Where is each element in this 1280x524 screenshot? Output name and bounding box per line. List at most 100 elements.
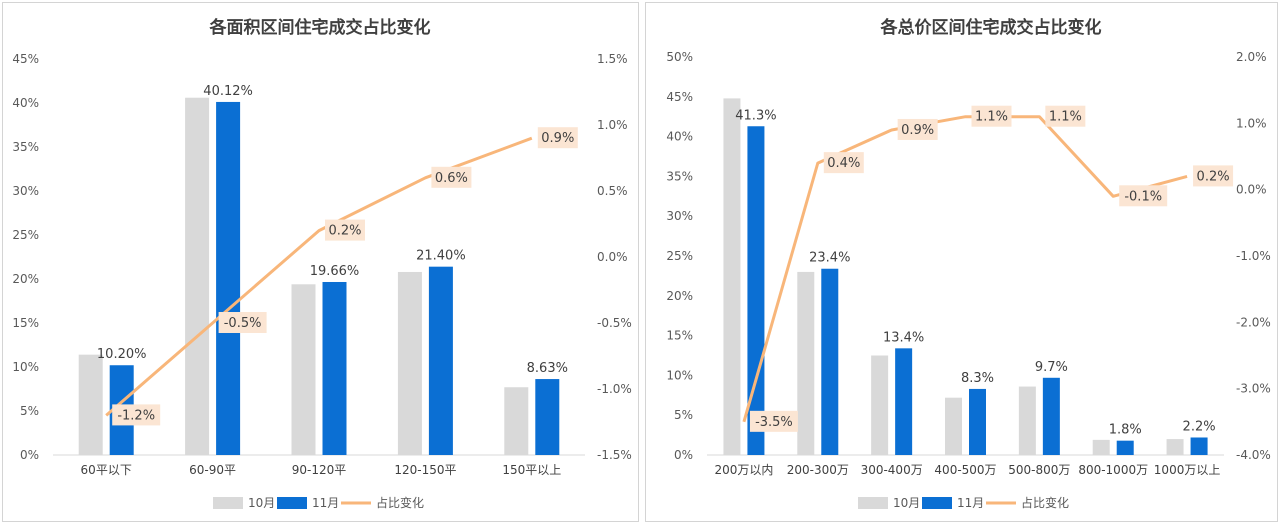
legend-label-nov: 11月 — [312, 496, 339, 510]
y2-tick-label: -0.5% — [597, 316, 632, 330]
y2-tick-label: -4.0% — [1236, 448, 1271, 462]
line-label-box — [431, 166, 472, 188]
bar-nov — [969, 388, 986, 455]
x-category-label: 200万以内 — [714, 463, 773, 477]
x-category-label: 800-1000万 — [1078, 463, 1148, 477]
bar-data-label: 19.66% — [310, 264, 360, 279]
bar-oct — [797, 271, 815, 455]
x-category-label: 90-120平 — [292, 463, 347, 477]
y2-tick-label: 0.0% — [1236, 183, 1267, 197]
bar-data-label: 13.4% — [883, 330, 924, 345]
bar-oct — [945, 397, 962, 455]
y-tick-label: 20% — [666, 289, 693, 303]
bar-data-label: 2.2% — [1183, 419, 1216, 434]
bar-oct — [1092, 439, 1110, 455]
bar-nov — [428, 266, 453, 455]
legend-swatch-nov — [922, 497, 952, 509]
legend-label-change: 占比变化 — [376, 495, 424, 510]
bar-data-label: 10.20% — [97, 347, 147, 362]
y-tick-label: 5% — [20, 404, 39, 418]
y-tick-label: 20% — [12, 272, 39, 286]
line-data-label: 0.9% — [901, 123, 934, 138]
y-tick-label: 50% — [666, 50, 693, 64]
bar-nov — [821, 268, 839, 455]
line-data-label: -1.2% — [117, 408, 155, 423]
y-tick-label: 10% — [12, 360, 39, 374]
legend-label-oct: 10月 — [893, 496, 920, 510]
y-tick-label: 25% — [666, 249, 693, 263]
x-category-label: 400-500万 — [934, 463, 996, 477]
y2-tick-label: 0.0% — [597, 250, 628, 264]
chart-title: 各总价区间住宅成交占比变化 — [880, 17, 1102, 38]
x-category-label: 300-400万 — [861, 463, 923, 477]
bar-oct — [291, 284, 316, 455]
y-tick-label: 45% — [666, 90, 693, 104]
y-tick-label: 5% — [674, 408, 693, 422]
bar-oct — [1166, 439, 1184, 455]
change-line — [742, 115, 1188, 423]
line-data-label: 0.2% — [1197, 169, 1230, 184]
y-tick-label: 0% — [20, 448, 39, 462]
bar-oct — [185, 97, 210, 455]
price-share-chart: 各总价区间住宅成交占比变化 0% 5% 10% 15% 20% 25% 30% 35% 40% 4… — [666, 17, 1271, 510]
x-category-label: 1000万以上 — [1154, 463, 1221, 477]
legend-label-nov: 11月 — [957, 496, 984, 510]
y-tick-label: 40% — [666, 130, 693, 144]
price-share-chart-panel: 各总价区间住宅成交占比变化 0% 5% 10% 15% 20% 25% 30% 35% 40% 4… — [645, 2, 1278, 522]
bar-nov — [747, 126, 765, 455]
change-line — [105, 136, 533, 417]
y-tick-label: 30% — [666, 209, 693, 223]
bar-data-label: 23.4% — [809, 251, 850, 266]
y2-tick-label: -1.5% — [597, 448, 632, 462]
x-category-label: 120-150平 — [394, 463, 456, 477]
bar-data-label: 9.7% — [1035, 360, 1068, 375]
bar-data-label: 8.63% — [527, 361, 568, 376]
bar-data-label: 8.3% — [961, 371, 994, 386]
y-tick-label: 40% — [12, 96, 39, 110]
bar-oct — [78, 354, 103, 455]
y-tick-label: 35% — [666, 169, 693, 183]
y-tick-label: 25% — [12, 228, 39, 242]
bar-nov — [216, 101, 241, 455]
line-label-box — [749, 410, 798, 432]
bar-data-label: 1.8% — [1109, 423, 1142, 438]
line-label-box — [1193, 165, 1234, 187]
y-tick-label: 35% — [12, 140, 39, 154]
legend-label-change: 占比变化 — [1021, 495, 1069, 510]
line-data-label: 1.1% — [975, 110, 1008, 125]
bar-nov — [895, 348, 913, 455]
bar-nov — [322, 281, 347, 455]
bar-oct — [504, 387, 529, 455]
y2-tick-label: -3.0% — [1236, 382, 1271, 396]
legend-swatch-oct — [858, 497, 888, 509]
chart-title: 各面积区间住宅成交占比变化 — [209, 17, 431, 38]
line-data-label: 0.4% — [827, 156, 860, 171]
y2-tick-label: -1.0% — [1236, 249, 1271, 263]
legend-swatch-nov — [277, 497, 307, 509]
area-share-chart-panel: 各面积区间住宅成交占比变化 0% 5% 10% 15% 20% 25% 30% 35% 40% 4… — [2, 2, 639, 522]
y2-tick-label: -1.0% — [597, 382, 632, 396]
y2-tick-label: 2.0% — [1236, 50, 1267, 64]
line-data-label: -0.1% — [1124, 189, 1162, 204]
line-data-label: 1.1% — [1049, 110, 1082, 125]
y-tick-label: 0% — [674, 448, 693, 462]
y-tick-label: 30% — [12, 184, 39, 198]
bar-oct — [723, 98, 741, 455]
x-category-label: 200-300万 — [787, 463, 849, 477]
legend-label-oct: 10月 — [248, 496, 275, 510]
bar-oct — [397, 271, 422, 455]
line-data-label: -0.5% — [224, 316, 262, 331]
line-data-label: 0.2% — [328, 224, 361, 239]
y-tick-label: 10% — [666, 368, 693, 382]
bar-nov — [535, 379, 560, 455]
y2-tick-label: 1.0% — [597, 118, 628, 132]
line-label-box — [325, 219, 365, 241]
x-category-label: 60-90平 — [189, 463, 236, 477]
line-label-box — [218, 312, 267, 333]
line-label-box — [823, 152, 864, 174]
bar-data-label: 21.40% — [416, 249, 466, 264]
line-data-label: 0.9% — [541, 131, 574, 146]
y2-tick-label: 1.0% — [1236, 116, 1267, 130]
bar-data-label: 40.12% — [203, 84, 253, 99]
bar-oct — [871, 355, 889, 455]
